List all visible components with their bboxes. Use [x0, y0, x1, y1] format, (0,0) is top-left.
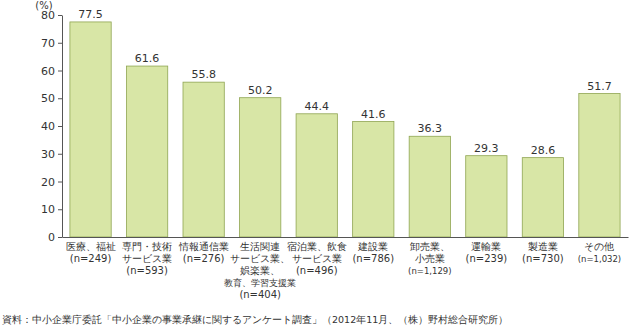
y-tick-mark [58, 71, 62, 72]
y-tick-label: 0 [48, 231, 55, 244]
data-label: 29.3 [474, 142, 499, 155]
source-note: 資料：中小企業庁委託「中小企業の事業承継に関するアンケート調査」（2012年11… [2, 314, 508, 325]
y-tick-label: 70 [41, 37, 55, 50]
x-tick-label: 運輸業(n=239) [466, 241, 508, 264]
bar [240, 98, 281, 237]
data-label: 51.7 [587, 80, 612, 93]
data-label: 50.2 [248, 84, 273, 97]
y-tick-mark [58, 43, 62, 44]
bar [70, 22, 111, 237]
bar [183, 82, 224, 237]
x-tick-label: 生活関連サービス業、娯楽業、教育、学習支援業(n=404) [224, 241, 296, 300]
y-tick-label: 30 [41, 148, 55, 161]
data-label: 44.4 [304, 100, 329, 113]
y-tick-mark [58, 209, 62, 210]
bar [579, 94, 620, 237]
bars [70, 22, 620, 237]
bar [296, 114, 337, 237]
x-tick-label: 製造業(n=730) [522, 241, 564, 264]
y-tick: 50 [41, 92, 62, 105]
y-tick-label: 50 [41, 92, 55, 105]
y-tick: 10 [41, 203, 62, 216]
x-tick-label: その他(n=1,032) [578, 241, 621, 264]
y-tick-mark [58, 15, 62, 16]
data-label: 77.5 [78, 8, 103, 21]
x-tick-label: 宿泊業、飲食サービス業(n=496) [287, 241, 347, 276]
x-tick-labels: 医療、福祉(n=249) 専門・技術サービス業(n=593) 情報通信業(n=276… [66, 241, 622, 300]
x-axis [63, 237, 629, 238]
x-tick-label: 医療、福祉(n=249) [66, 241, 116, 264]
y-axis-line [62, 16, 63, 238]
y-tick: 0 [48, 231, 62, 244]
y-tick: 40 [41, 120, 62, 133]
x-tick-label: 情報通信業(n=276) [178, 241, 229, 264]
bar [466, 156, 507, 237]
data-label: 55.8 [191, 68, 216, 81]
y-tick-mark [58, 126, 62, 127]
y-tick: 60 [41, 65, 62, 78]
bar [126, 66, 167, 237]
y-axis: 01020304050607080 [41, 9, 63, 244]
y-tick-label: 40 [41, 120, 55, 133]
x-tick-label: 専門・技術サービス業(n=593) [122, 241, 172, 276]
data-label: 61.6 [135, 52, 160, 65]
y-tick-label: 10 [41, 203, 55, 216]
x-tick-label: 卸売業、小売業(n=1,129) [408, 241, 451, 276]
y-tick-label: 20 [41, 176, 55, 189]
x-tick-label: 建設業(n=786) [352, 241, 394, 264]
y-tick: 70 [41, 37, 62, 50]
data-label: 36.3 [418, 122, 443, 135]
y-tick: 30 [41, 148, 62, 161]
bar [409, 136, 450, 237]
y-tick-mark [58, 98, 62, 99]
data-label: 41.6 [361, 108, 386, 121]
x-axis-line [63, 237, 629, 238]
y-tick-mark [58, 182, 62, 183]
bar [522, 158, 563, 237]
bar [353, 122, 394, 237]
data-label: 28.6 [531, 144, 556, 157]
y-tick-label: 60 [41, 65, 55, 78]
y-tick-mark [58, 237, 62, 238]
y-axis-title: (%) [35, 0, 52, 11]
chart: 01020304050607080(%)医療、福祉(n=249)専門・技術サービ… [0, 0, 633, 328]
y-tick: 20 [41, 176, 62, 189]
y-tick-mark [58, 154, 62, 155]
data-labels: 77.5 61.6 55.8 50.2 44.4 41.6 36.3 29.3 28.6 51.7 [78, 8, 611, 157]
